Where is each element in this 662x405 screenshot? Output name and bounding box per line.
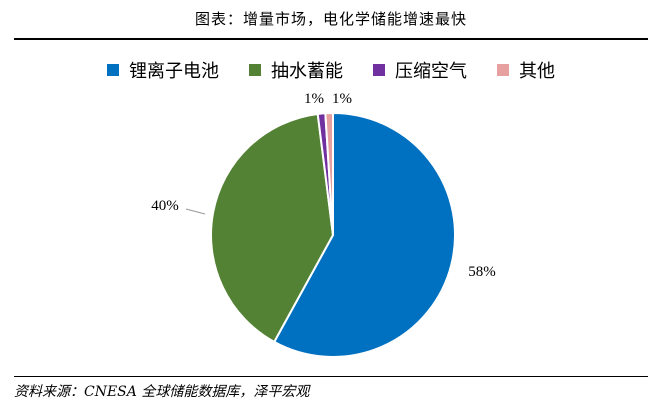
bottom-rule — [14, 376, 648, 377]
legend-label: 锂离子电池 — [129, 61, 219, 82]
source-note: 资料来源：CNESA 全球储能数据库，泽平宏观 — [14, 384, 310, 400]
figure-title: 图表：增量市场，电化学储能增速最快 — [194, 10, 467, 28]
data-label-2: 1% — [304, 91, 324, 107]
legend-label: 其他 — [519, 61, 555, 82]
pie-slice-1 — [210, 112, 335, 344]
legend-swatch — [497, 64, 509, 76]
legend-swatch — [107, 64, 119, 76]
legend: 锂离子电池 抽水蓄能 压缩空气 其他 — [0, 57, 662, 83]
legend-item-compressed-air: 压缩空气 — [373, 57, 467, 83]
legend-label: 抽水蓄能 — [271, 61, 343, 82]
legend-swatch — [249, 64, 261, 76]
leader-line-1 — [185, 208, 206, 215]
data-label-1: 40% — [151, 198, 179, 214]
data-label-0: 58% — [468, 264, 496, 280]
legend-item-li-ion: 锂离子电池 — [107, 57, 219, 83]
legend-item-pumped-hydro: 抽水蓄能 — [249, 57, 343, 83]
pie-slice-3 — [324, 111, 334, 236]
legend-item-other: 其他 — [497, 57, 555, 83]
legend-label: 压缩空气 — [395, 61, 467, 82]
top-rule — [14, 38, 648, 40]
legend-swatch — [373, 64, 385, 76]
pie-slice-0 — [272, 111, 456, 358]
data-label-3: 1% — [332, 91, 352, 107]
